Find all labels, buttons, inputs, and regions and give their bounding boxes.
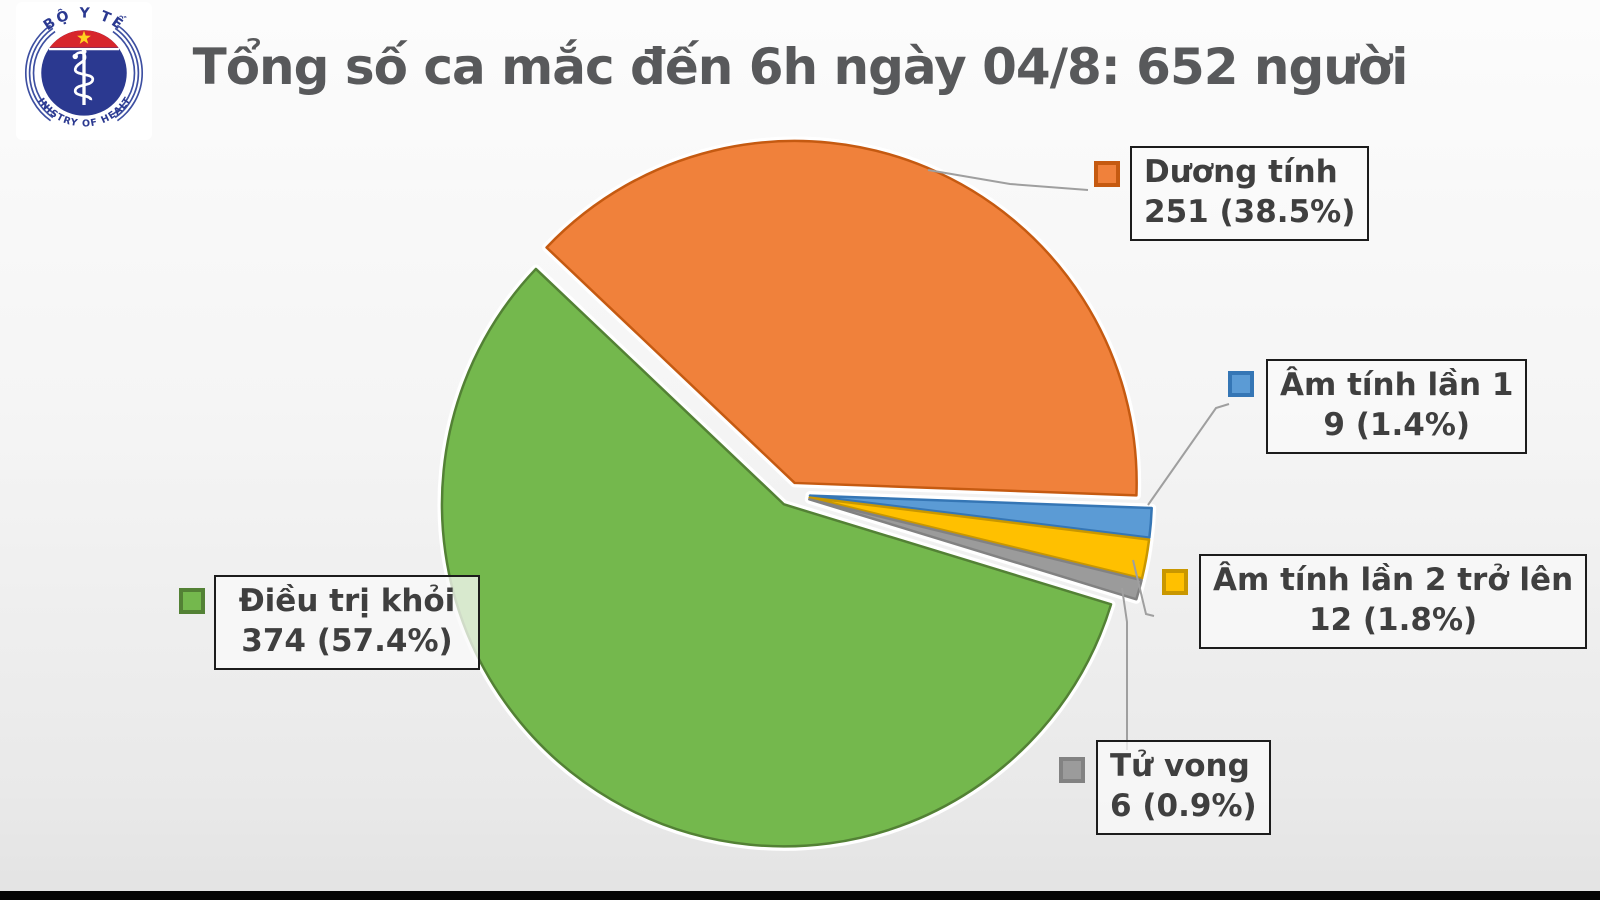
callout-tu-vong: Tử vong 6 (0.9%) <box>1096 740 1271 836</box>
leader-line-am-tinh-lan-2 <box>1132 559 1155 617</box>
callout-am-tinh-lan-1: Âm tính lần 1 9 (1.4%) <box>1266 359 1528 455</box>
callout-label: Tử vong <box>1110 748 1250 784</box>
callout-value: 12 (1.8%) <box>1308 601 1478 638</box>
leader-line-tu-vong <box>1121 587 1128 750</box>
star-icon <box>77 30 91 44</box>
legend-marker-am-tinh-lan-2 <box>1162 569 1188 595</box>
legend-marker-dieu-tri-khoi <box>179 588 205 614</box>
logo-graphic: BỘ Y TẾ MINISTRY OF HEALTH <box>11 0 144 130</box>
pie-slice-am-tinh-lan-1 <box>808 494 1153 539</box>
callout-label: Âm tính lần 1 <box>1280 367 1514 403</box>
callout-am-tinh-lan-2: Âm tính lần 2 trở lên 12 (1.8%) <box>1199 554 1588 650</box>
callout-label: Điều trị khỏi <box>238 583 456 619</box>
bottom-bar <box>0 891 1600 900</box>
ministry-of-health-logo: BỘ Y TẾ MINISTRY OF HEALTH <box>11 0 152 140</box>
callout-duong-tinh: Dương tính 251 (38.5%) <box>1130 146 1370 242</box>
slide-title: Tổng số ca mắc đến 6h ngày 04/8: 652 ngư… <box>192 38 1409 96</box>
callout-value: 251 (38.5%) <box>1144 193 1356 230</box>
pie-slice-am-tinh-lan-2 <box>808 496 1151 580</box>
callout-value: 6 (0.9%) <box>1110 787 1257 824</box>
legend-marker-am-tinh-lan-1 <box>1228 371 1254 397</box>
callout-dieu-tri-khoi: Điều trị khỏi 374 (57.4%) <box>214 575 480 671</box>
leader-line-am-tinh-lan-1 <box>1147 403 1230 506</box>
pie-slice-dieu-tri-khoi <box>440 267 1113 848</box>
leader-line-duong-tinh <box>927 169 1089 191</box>
callout-value: 374 (57.4%) <box>241 622 453 659</box>
legend-marker-duong-tinh <box>1094 161 1120 187</box>
asclepius-staff-icon <box>72 49 95 105</box>
pie-slice-duong-tinh <box>545 139 1138 497</box>
legend-marker-tu-vong <box>1059 757 1085 783</box>
callout-value: 9 (1.4%) <box>1323 406 1471 443</box>
callout-label: Dương tính <box>1144 154 1338 190</box>
logo-side-arcs <box>24 24 144 122</box>
pie-slice-tu-vong <box>808 498 1143 601</box>
callout-label: Âm tính lần 2 trở lên <box>1213 562 1574 598</box>
